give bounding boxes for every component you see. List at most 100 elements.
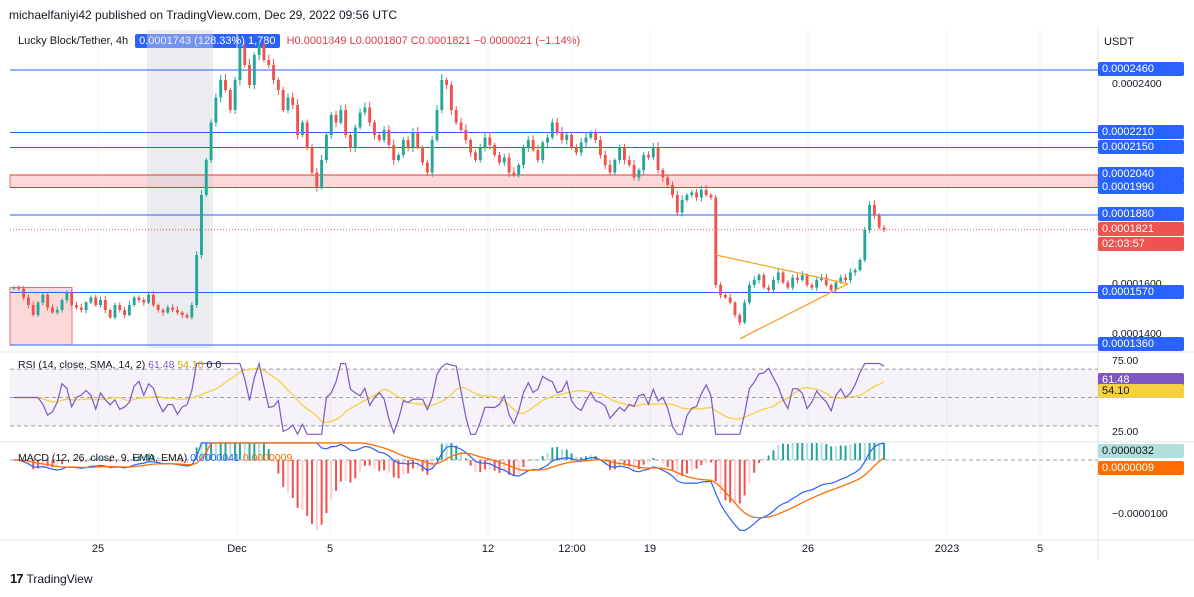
demand-zone <box>9 287 73 346</box>
candle-body <box>608 165 612 173</box>
candle-body <box>108 310 112 318</box>
price-scale-label: 0.0002400 <box>1112 78 1162 90</box>
candle-body <box>810 285 814 288</box>
macd-histogram-bar <box>147 453 150 460</box>
candle-body <box>118 305 122 310</box>
candle-body <box>421 147 425 163</box>
macd-histogram-bar <box>253 443 256 460</box>
candle-body <box>22 288 26 298</box>
candle-body <box>435 110 439 140</box>
macd-histogram-bar <box>37 460 40 469</box>
candle-body <box>190 305 194 318</box>
candle-body <box>339 110 343 123</box>
candle-body <box>853 270 857 273</box>
candle-body <box>738 315 742 323</box>
x-axis-label: 2023 <box>935 543 959 555</box>
macd-histogram-bar <box>306 460 309 517</box>
macd-histogram-bar <box>214 443 217 460</box>
candle-body <box>200 195 203 255</box>
rsi-tick-label: 75.00 <box>1112 355 1139 368</box>
symbol-title[interactable]: Lucky Block/Tether, 4h <box>18 35 129 47</box>
macd-histogram-bar <box>94 458 97 460</box>
candle-body <box>574 147 578 153</box>
macd-histogram-bar <box>844 445 847 460</box>
candle-body <box>344 110 348 135</box>
macd-histogram-bar <box>503 460 506 473</box>
candle-body <box>449 85 453 110</box>
rsi-sma-line <box>14 367 885 424</box>
candle-body <box>632 165 636 178</box>
macd-histogram-bar <box>484 460 487 470</box>
macd-histogram-bar <box>258 443 261 460</box>
candle-body <box>224 80 227 90</box>
candle-body <box>329 115 333 135</box>
macd-histogram-bar <box>75 460 78 462</box>
candle-body <box>675 195 679 213</box>
macd-histogram-bar <box>407 460 410 474</box>
candle-body <box>397 155 400 160</box>
candle-body <box>65 292 69 300</box>
candle-body <box>844 277 847 280</box>
macd-histogram-bar <box>849 444 852 460</box>
measure-range <box>147 30 213 348</box>
candle-body <box>262 45 266 60</box>
rsi-sma-value: 54.10 <box>177 359 207 371</box>
macd-histogram-bar <box>224 443 227 460</box>
candle-body <box>623 147 626 160</box>
tv-logo-icon: 17 <box>10 571 24 586</box>
level-price-tag: 0.0002210 <box>1098 124 1184 139</box>
candle-body <box>666 177 670 185</box>
candle-body <box>127 305 131 315</box>
candle-body <box>26 297 30 305</box>
candle-body <box>84 302 88 310</box>
candle-body <box>598 140 602 155</box>
candle-body <box>560 132 564 140</box>
macd-histogram-bar <box>383 460 386 471</box>
macd-histogram-bar <box>719 460 722 494</box>
candle-body <box>719 285 723 295</box>
candle-body <box>353 127 357 148</box>
macd-histogram-bar <box>445 443 448 460</box>
macd-histogram-bar <box>325 460 328 514</box>
macd-histogram-bar <box>618 460 621 466</box>
candle-body <box>781 272 785 283</box>
candle-body <box>243 47 247 65</box>
candle-body <box>252 55 256 85</box>
candle-body <box>425 162 429 173</box>
macd-histogram-bar <box>109 460 112 462</box>
candle-body <box>642 155 646 170</box>
candle-body <box>661 170 665 178</box>
candle-body <box>132 297 136 305</box>
macd-histogram-bar <box>556 446 559 460</box>
candle-body <box>848 272 852 280</box>
candle-body <box>334 115 338 123</box>
candle-body <box>440 80 444 110</box>
candle-body <box>695 192 698 198</box>
candle-body <box>358 112 362 128</box>
currency-label: USDT <box>1104 36 1134 48</box>
macd-histogram-bar <box>522 460 525 467</box>
candle-body <box>820 277 823 280</box>
candle-body <box>12 287 16 289</box>
candle-body <box>757 275 761 280</box>
candle-body <box>786 282 790 288</box>
macd-histogram-bar <box>834 446 837 460</box>
level-price-tag: 0.0001990 <box>1098 179 1184 194</box>
macd-histogram-bar <box>690 460 693 471</box>
candle-body <box>594 132 598 140</box>
macd-histogram-bar <box>839 445 842 460</box>
macd-histogram-bar <box>695 460 698 469</box>
candle-body <box>70 292 74 305</box>
candle-body <box>166 307 170 313</box>
macd-histogram-bar <box>551 447 554 460</box>
macd-histogram-bar <box>344 460 347 481</box>
macd-histogram-bar <box>532 458 535 460</box>
tradingview-logo[interactable]: 17 TradingView <box>10 571 93 586</box>
candle-body <box>156 305 160 310</box>
macd-histogram-bar <box>248 443 251 460</box>
macd-histogram-bar <box>560 448 563 460</box>
macd-histogram-bar <box>565 449 568 460</box>
candle-body <box>363 107 367 113</box>
macd-histogram-bar <box>267 449 270 460</box>
